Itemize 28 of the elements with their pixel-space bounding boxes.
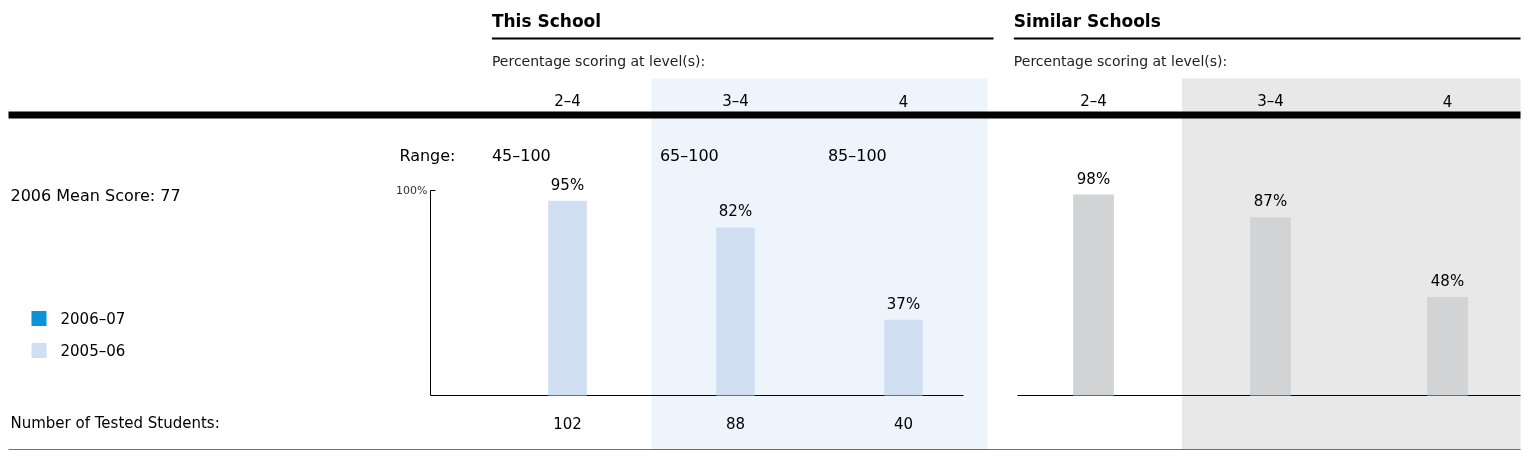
text: 102 <box>553 414 582 433</box>
legend-label: 2005–06 <box>60 341 126 360</box>
x-tick-label: 4 <box>898 92 909 111</box>
data-label: 95% <box>550 175 585 194</box>
x-tick-label: 2–4 <box>554 91 581 110</box>
x-tick-label: 3–4 <box>722 91 749 110</box>
x-tick-label: 4 <box>1442 92 1453 111</box>
text: 40 <box>893 414 914 433</box>
chart-subtitle: Percentage scoring at level(s): <box>1013 52 1228 69</box>
data-label: 37% <box>886 294 921 313</box>
text: 88 <box>725 414 746 433</box>
text: 45–100 <box>491 146 551 165</box>
data-label: 82% <box>718 202 753 221</box>
text: 2006 Mean Score: 77 <box>10 186 181 205</box>
data-label: 48% <box>1430 272 1465 291</box>
legend-label: 2006–07 <box>60 309 126 328</box>
data-label: 87% <box>1253 192 1288 211</box>
chart-subtitle: Percentage scoring at level(s): <box>491 52 706 69</box>
text: Number of Tested Students: <box>10 413 220 432</box>
x-tick-label: 2–4 <box>1080 91 1107 110</box>
text: 85–100 <box>827 146 887 165</box>
text: Range: <box>399 146 456 165</box>
x-tick-label: 3–4 <box>1257 91 1284 110</box>
data-label: 98% <box>1076 169 1111 188</box>
chart-title: This School <box>491 10 602 31</box>
y-tick-label: 100% <box>396 184 428 197</box>
text: 65–100 <box>659 146 719 165</box>
chart-title: Similar Schools <box>1013 10 1161 31</box>
